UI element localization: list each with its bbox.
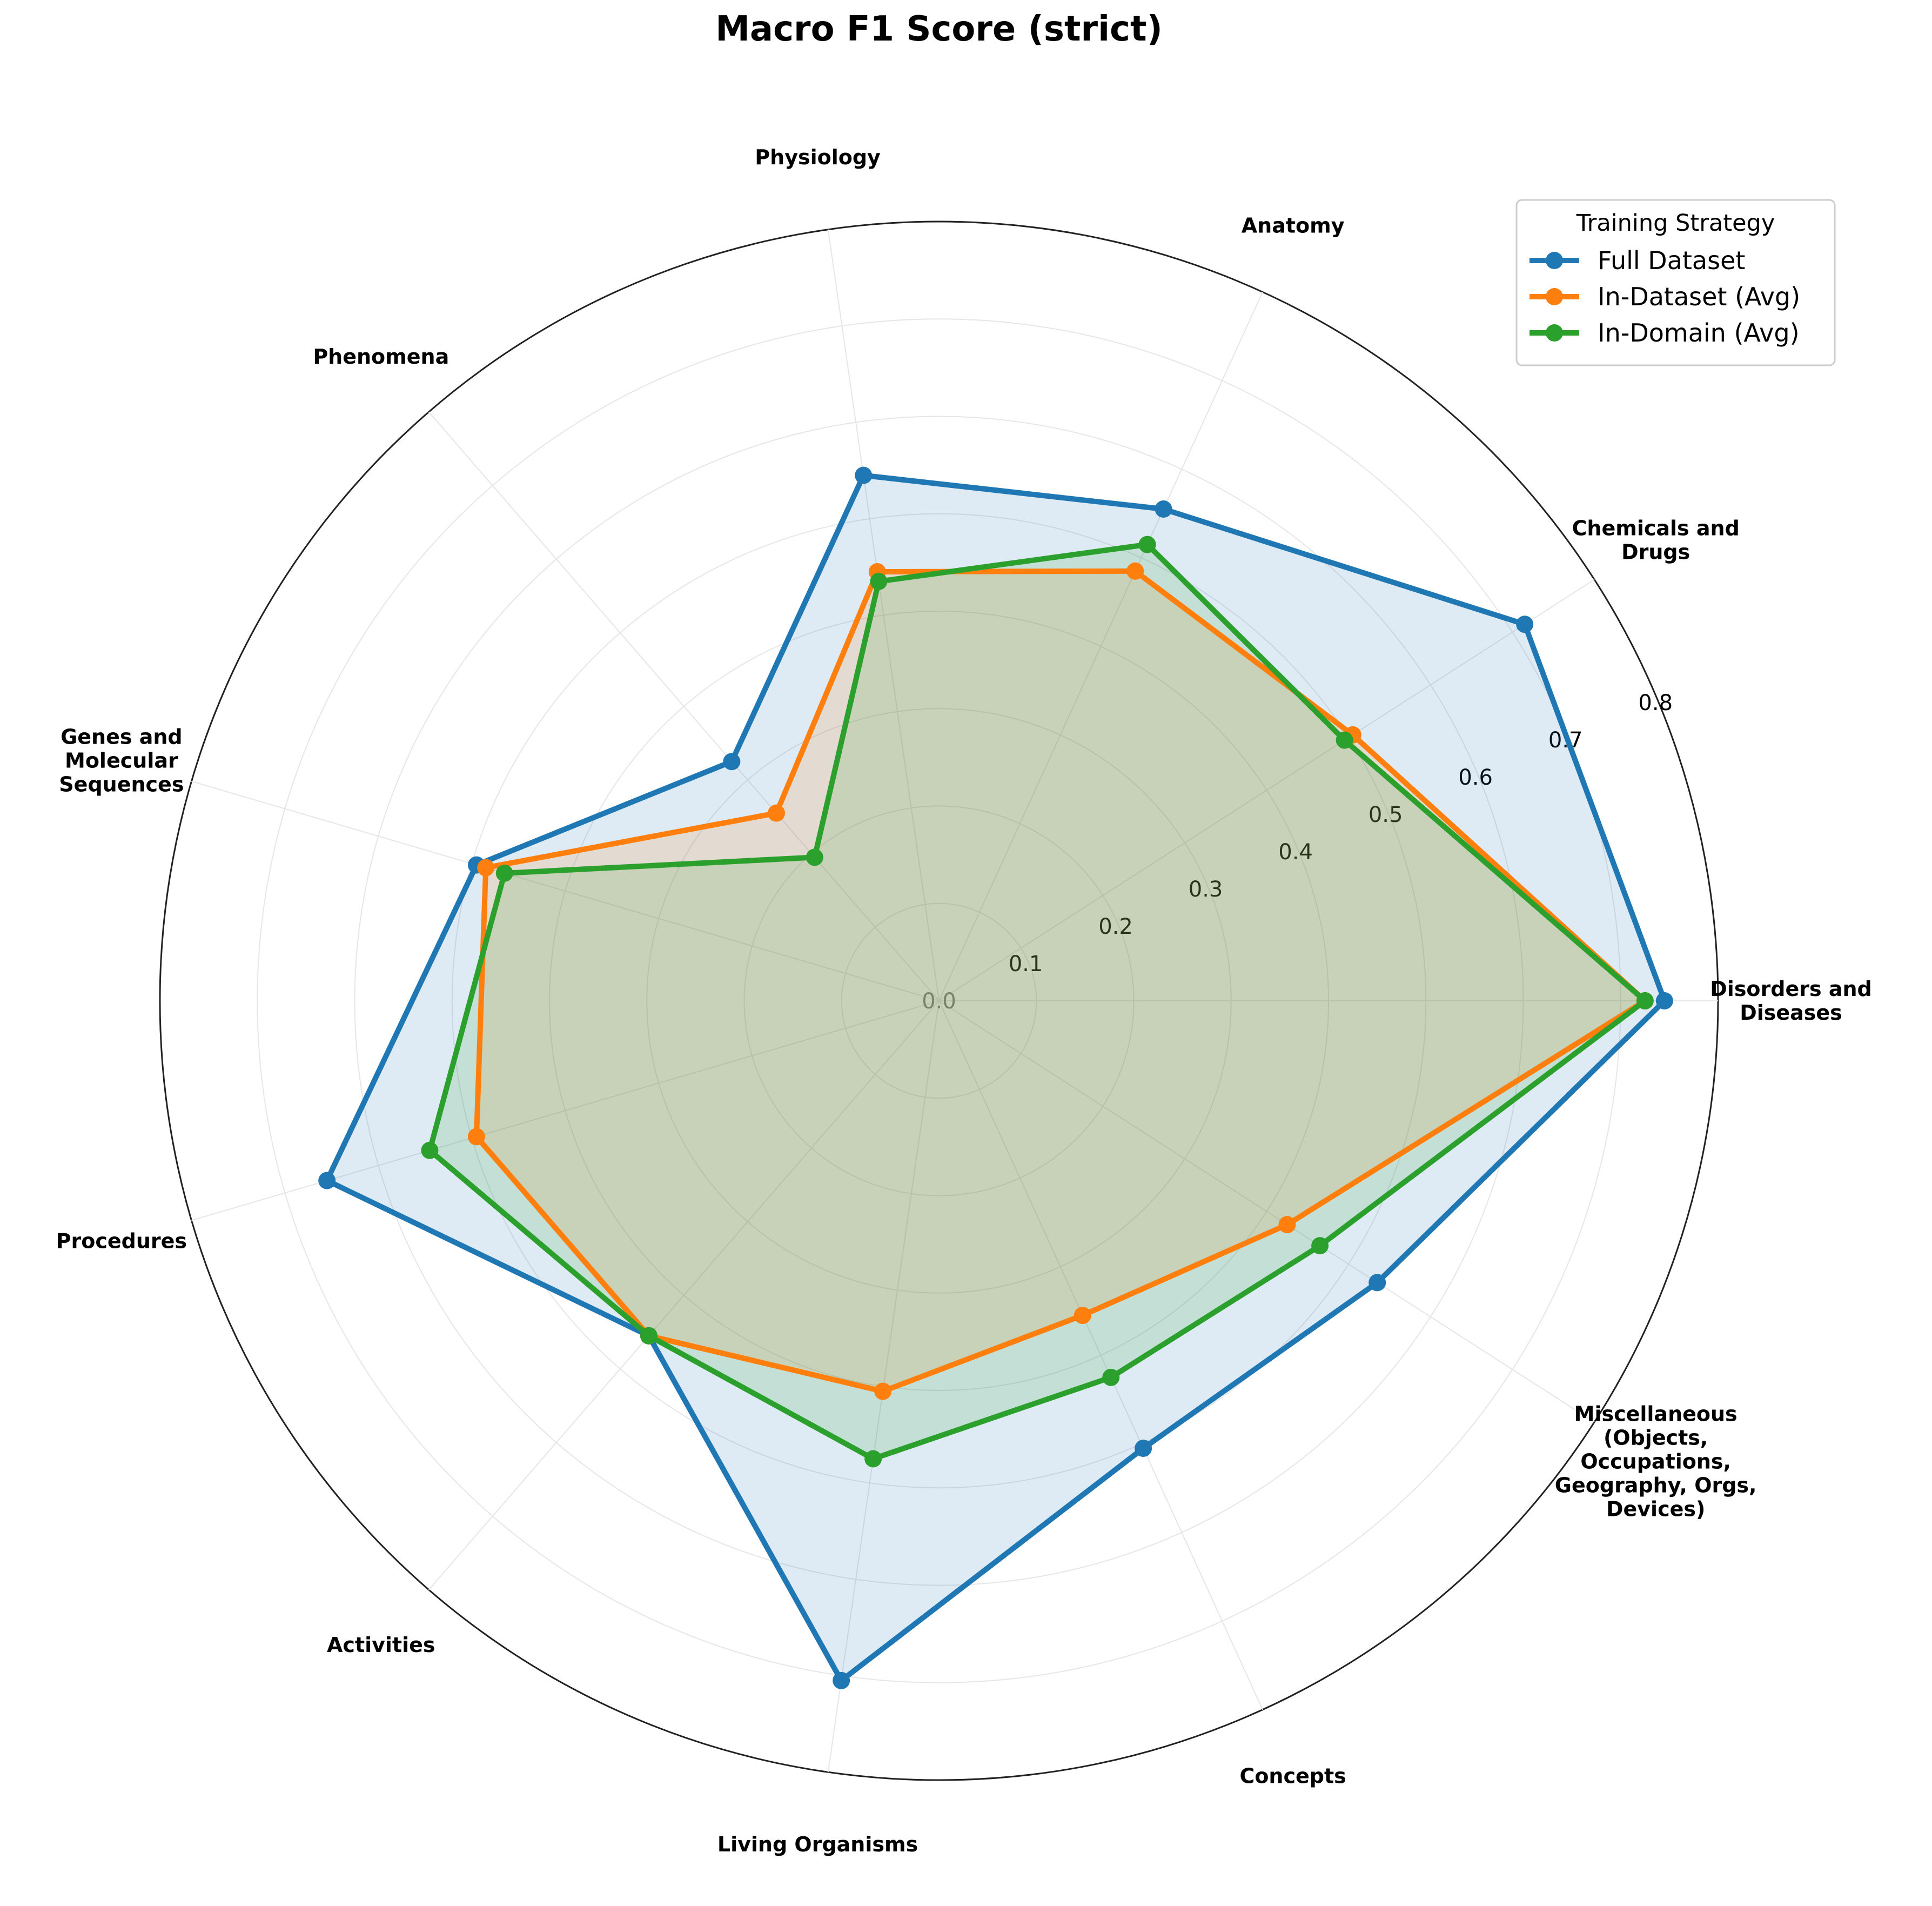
category-label: Anatomy <box>1242 214 1345 238</box>
category-label: Concepts <box>1239 1764 1346 1788</box>
category-label: Genes and Molecular Sequences <box>59 725 184 797</box>
radial-tick-label: 0.0 <box>922 989 956 1014</box>
data-point <box>477 859 495 877</box>
data-point <box>318 1172 336 1189</box>
radial-tick-label: 0.2 <box>1098 914 1133 939</box>
series-area <box>327 475 1665 1681</box>
grid-spoke <box>938 1000 1595 1423</box>
radial-tick-labels: 0.00.10.20.30.40.50.60.70.8 <box>922 691 1673 1014</box>
legend-marker <box>1546 324 1563 342</box>
data-point <box>768 804 786 822</box>
category-label: Activities <box>327 1633 435 1657</box>
grid-spoke <box>938 1000 1263 1710</box>
data-point <box>1135 1440 1152 1457</box>
radial-tick-label: 0.8 <box>1638 691 1673 715</box>
category-labels: Disorders and Diseases Chemicals and Drugs A… <box>56 145 1872 1856</box>
data-point <box>870 572 888 590</box>
series-line <box>427 541 1648 1462</box>
legend-title: Training Strategy <box>1576 210 1775 237</box>
series-line <box>324 472 1667 1683</box>
data-point <box>467 1128 485 1146</box>
grid-spoke <box>938 291 1263 1001</box>
legend-label: In-Dataset (Avg) <box>1598 282 1800 311</box>
data-point <box>1126 562 1144 580</box>
data-point <box>874 1382 892 1400</box>
data-point <box>1516 616 1534 633</box>
data-point <box>1636 992 1654 1009</box>
grid-spoke <box>938 579 1595 1001</box>
data-point <box>1102 1368 1120 1386</box>
legend: Training Strategy Full Dataset In-Dataset … <box>1515 199 1836 366</box>
grid-spoke <box>191 780 940 1001</box>
data-point <box>1138 536 1156 553</box>
radial-tick-label: 0.1 <box>1009 952 1043 977</box>
radial-tick-label: 0.3 <box>1189 877 1223 902</box>
data-point <box>1311 1237 1329 1255</box>
data-point <box>855 466 873 484</box>
radial-tick-label: 0.4 <box>1278 840 1313 865</box>
series-layer <box>318 466 1673 1689</box>
grid-spoke <box>191 1000 940 1221</box>
data-point <box>1369 1274 1386 1292</box>
legend-marker <box>1546 288 1563 305</box>
data-point <box>421 1141 439 1159</box>
radial-tick-label: 0.5 <box>1369 802 1403 827</box>
category-label: Physiology <box>755 145 881 169</box>
legend-label: In-Domain (Avg) <box>1598 318 1800 347</box>
series-area <box>476 571 1645 1392</box>
data-point <box>1655 992 1673 1009</box>
series-line <box>473 568 1648 1394</box>
legend-marker <box>1546 252 1563 269</box>
category-label: Chemicals and Drugs <box>1572 516 1740 564</box>
data-point <box>806 848 823 866</box>
data-point <box>1336 731 1353 749</box>
radial-tick-label: 0.6 <box>1458 765 1493 790</box>
category-label: Procedures <box>56 1229 187 1253</box>
chart-title: Macro F1 Score (strict) <box>715 9 1163 49</box>
data-point <box>495 864 513 882</box>
data-point <box>864 1450 882 1468</box>
legend-label: Full Dataset <box>1598 246 1745 275</box>
category-label: Disorders and Diseases <box>1710 977 1872 1025</box>
data-point <box>1278 1216 1296 1234</box>
category-label: Miscellaneous (Objects, Occupations, Geogra… <box>1555 1402 1757 1521</box>
grid-spoke <box>827 229 940 1001</box>
series-area <box>430 544 1645 1459</box>
category-label: Phenomena <box>313 345 449 369</box>
grid-spoke <box>428 411 940 1001</box>
data-point <box>1074 1307 1091 1325</box>
data-point <box>1155 500 1172 518</box>
radial-grid <box>159 220 1719 1781</box>
legend-frame <box>1515 199 1836 366</box>
data-point <box>640 1327 658 1345</box>
grid-spoke <box>428 1000 940 1590</box>
data-point <box>833 1671 850 1689</box>
data-point <box>723 753 741 771</box>
category-label: Living Organisms <box>717 1833 918 1856</box>
